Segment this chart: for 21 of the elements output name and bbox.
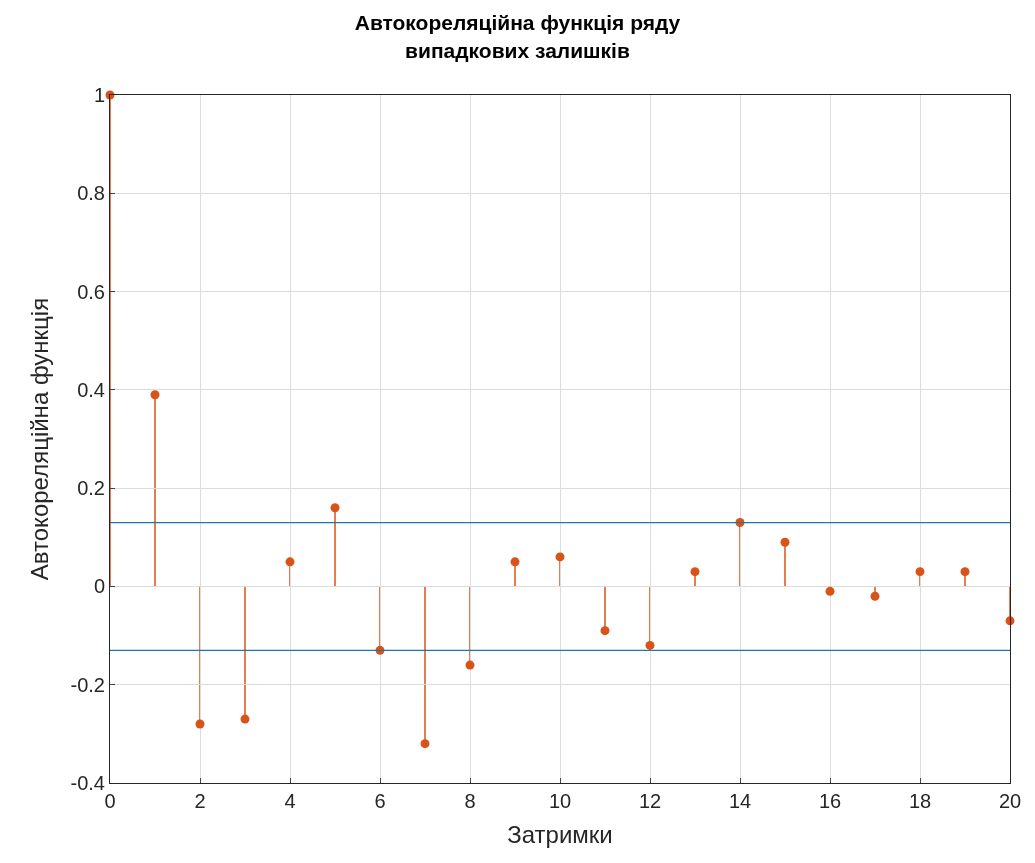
x-tick-label: 18	[908, 790, 932, 812]
y-tick-label: 0	[93, 575, 105, 598]
y-axis-title: Автокореляційна функція	[25, 297, 53, 581]
x-tick-label: 12	[638, 790, 662, 812]
x-tick-label: 20	[998, 790, 1022, 812]
y-tick-label: 1	[93, 84, 105, 106]
x-tick-label: 8	[464, 790, 476, 812]
chart-title: Автокореляційна функція ряду випадкових залишків	[354, 11, 681, 62]
y-tick-label: -0.2	[70, 673, 105, 696]
x-tick-label: 10	[548, 790, 572, 812]
x-tick-label: 16	[818, 790, 842, 812]
y-tick-label: 0.2	[77, 477, 105, 500]
y-tick-label: 0.4	[77, 378, 105, 401]
x-axis-title: Затримки	[507, 821, 613, 849]
x-tick-label: 2	[194, 790, 206, 812]
y-tick-label: 0.6	[77, 280, 105, 303]
x-tick-label: 4	[284, 790, 296, 812]
y-tick-label: 0.8	[77, 182, 105, 205]
x-tick-label: 14	[728, 790, 752, 812]
y-tick-label: -0.4	[70, 772, 105, 794]
x-tick-label: 6	[374, 790, 386, 812]
